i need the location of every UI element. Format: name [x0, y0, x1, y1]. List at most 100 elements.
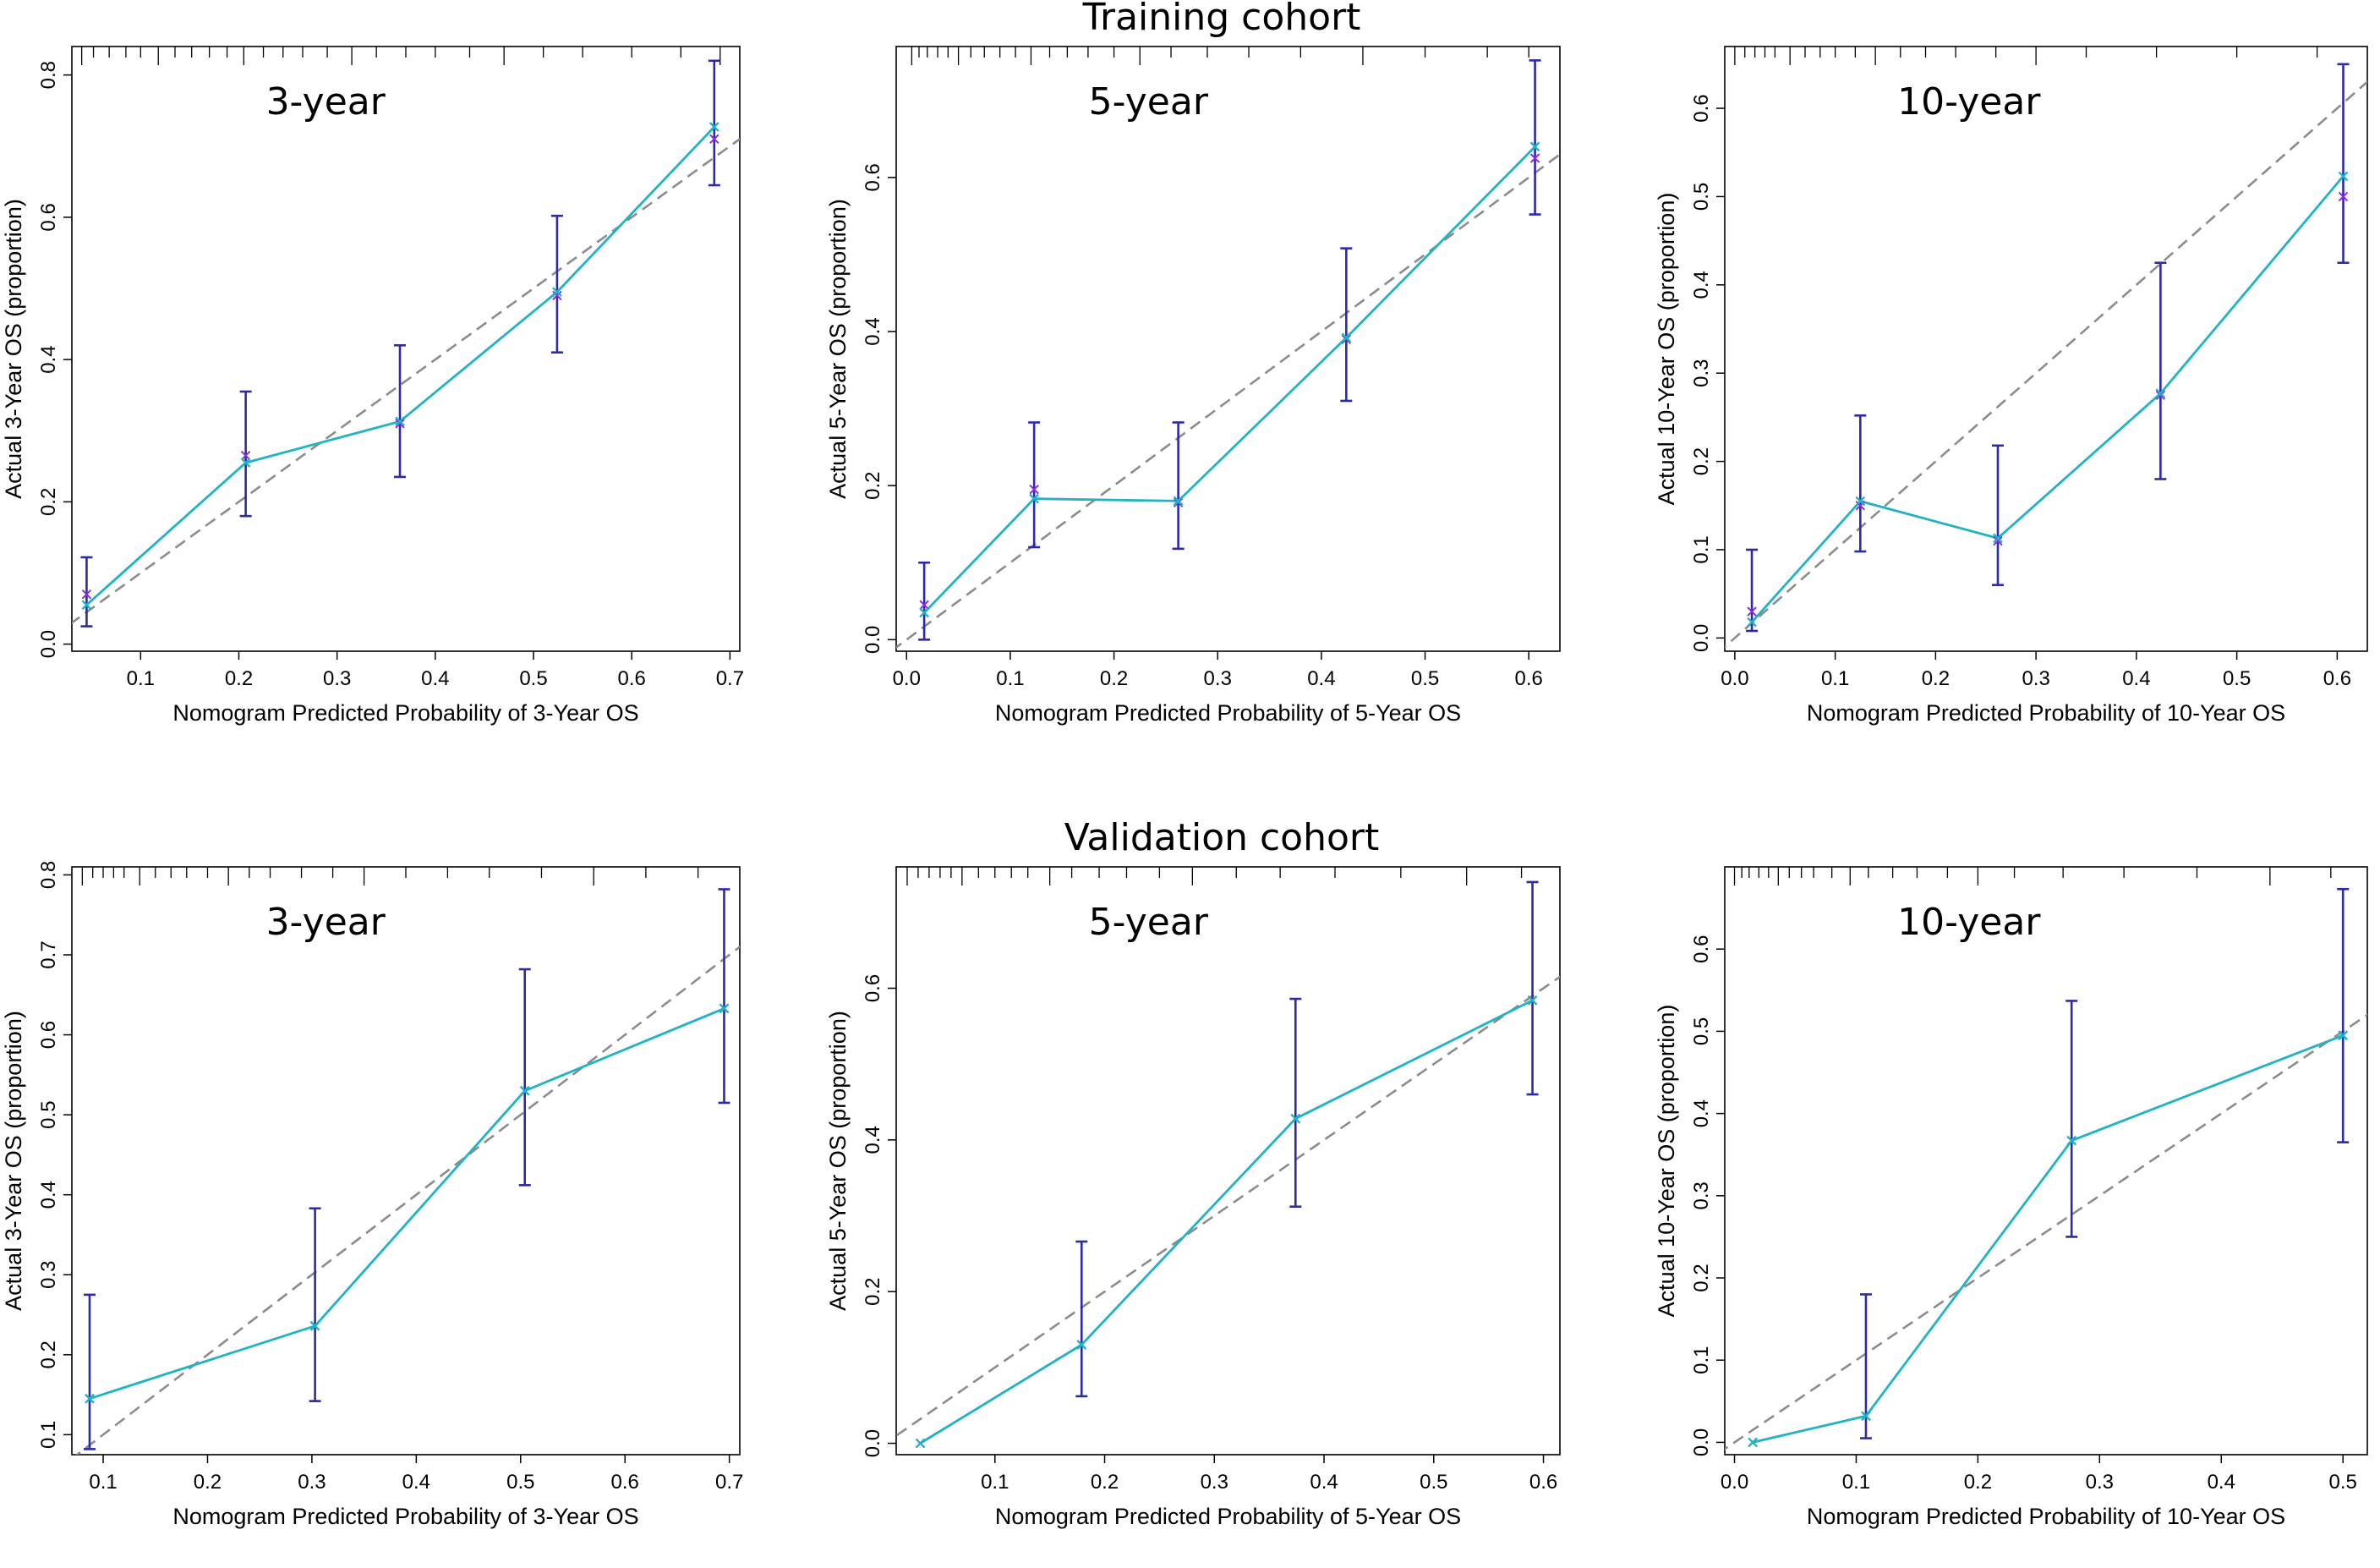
- calibration-line: [1752, 1033, 2344, 1444]
- plot-frame: [71, 866, 741, 1456]
- y-axis-label: Actual 5-Year OS (proportion): [825, 1011, 851, 1311]
- y-tick-label: 0.3: [1690, 1181, 1713, 1209]
- x-tick-label: 0.6: [611, 1471, 639, 1494]
- apparent-marker: [1993, 535, 2003, 546]
- x-tick-label: 0.4: [1310, 1471, 1338, 1494]
- x-tick-label: 0.3: [1201, 1471, 1228, 1494]
- x-tick-label: 0.2: [1964, 1471, 1992, 1494]
- validation-cohort-title: Validation cohort: [1064, 816, 1380, 859]
- x-axis-label: Nomogram Predicted Probability of 3-Year…: [172, 1504, 638, 1529]
- x-tick-label: 0.3: [2086, 1471, 2114, 1494]
- data-point: [709, 122, 719, 132]
- calibration-panel: 0.1 0.2 0.3 0.4 0.5 0.6 0.7 0.0 0.2 0.4 0.6 0.8 Nomo…: [1, 46, 744, 726]
- data-point: [1993, 533, 2003, 544]
- data-point: [309, 1320, 320, 1331]
- y-tick-label: 0.2: [37, 1340, 60, 1368]
- apparent-marker: [81, 589, 92, 600]
- x-tick-label: 0.4: [1307, 667, 1335, 690]
- y-tick-label: 0.8: [37, 61, 60, 89]
- data-point: [2066, 1135, 2077, 1146]
- data-point: [915, 1438, 926, 1449]
- apparent-marker: [1341, 334, 1352, 344]
- ideal-calibration-line: [1725, 1013, 2367, 1450]
- data-point: [519, 1085, 530, 1096]
- ideal-calibration-line: [75, 945, 740, 1455]
- data-point: [2338, 1030, 2349, 1041]
- y-axis-label: Actual 10-Year OS (proportion): [1654, 1005, 1679, 1318]
- y-tick-label: 0.4: [37, 345, 60, 373]
- y-tick-label: 0.6: [862, 163, 884, 191]
- y-tick-label: 0.4: [1690, 1099, 1713, 1127]
- x-tick-label: 0.5: [519, 667, 547, 690]
- y-tick-label: 0.3: [37, 1261, 60, 1289]
- x-axis-label: Nomogram Predicted Probability of 10-Yea…: [1807, 700, 2285, 726]
- y-tick-label: 0.1: [37, 1421, 60, 1449]
- y-tick-label: 0.0: [37, 630, 60, 658]
- y-tick-label: 0.6: [37, 203, 60, 231]
- x-tick-label: 0.1: [981, 1471, 1009, 1494]
- x-tick-label: 0.1: [89, 1471, 117, 1494]
- apparent-marker: [1747, 606, 1757, 617]
- x-tick-label: 0.1: [1821, 667, 1849, 690]
- x-tick-label: 0.7: [716, 667, 744, 690]
- y-tick-label: 0.6: [862, 974, 884, 1002]
- y-tick-label: 0.7: [37, 940, 60, 968]
- apparent-marker: [552, 290, 562, 301]
- plot-frame: [71, 46, 741, 652]
- panel-title: 10-year: [1897, 901, 2041, 944]
- data-point: [81, 600, 92, 611]
- calibration-line: [89, 1007, 725, 1401]
- x-tick-label: 0.4: [2208, 1471, 2235, 1494]
- y-tick-label: 0.4: [862, 1126, 884, 1154]
- apparent-marker: [2338, 191, 2349, 202]
- x-tick-label: 0.5: [1420, 1471, 1447, 1494]
- x-tick-label: 0.2: [1922, 667, 1950, 690]
- ideal-calibration-line: [896, 152, 1560, 650]
- y-axis-label: Actual 5-Year OS (proportion): [825, 199, 851, 499]
- y-tick-label: 0.5: [37, 1100, 60, 1128]
- plot-frame: [895, 866, 1561, 1456]
- data-point: [1341, 332, 1352, 343]
- y-tick-label: 0.0: [862, 1429, 884, 1457]
- data-point: [2338, 171, 2349, 182]
- plot-frame: [1724, 866, 2368, 1456]
- x-axis-label: Nomogram Predicted Probability of 3-Year…: [172, 700, 638, 726]
- data-point: [919, 607, 929, 618]
- calibration-panel: 0.1 0.2 0.3 0.4 0.5 0.6 0.0 0.2 0.4 0.6 Nomogram P…: [825, 866, 1561, 1529]
- x-tick-label: 0.0: [893, 667, 921, 690]
- panel-title: 3-year: [266, 901, 386, 944]
- y-tick-label: 0.4: [37, 1181, 60, 1209]
- y-tick-label: 0.6: [1690, 935, 1713, 963]
- x-tick-label: 0.1: [996, 667, 1024, 690]
- data-point: [552, 287, 562, 298]
- panel-title: 5-year: [1089, 901, 1209, 944]
- x-tick-label: 0.0: [1721, 1471, 1748, 1494]
- x-axis-label: Nomogram Predicted Probability of 10-Yea…: [1807, 1504, 2285, 1529]
- x-tick-label: 0.4: [421, 667, 449, 690]
- apparent-marker: [2155, 390, 2166, 401]
- apparent-marker: [240, 450, 251, 461]
- x-tick-label: 0.1: [1842, 1471, 1870, 1494]
- y-tick-label: 0.6: [37, 1021, 60, 1049]
- data-point: [2155, 388, 2166, 399]
- calibration-line: [1751, 175, 2344, 623]
- x-tick-label: 0.5: [506, 1471, 534, 1494]
- x-tick-label: 0.6: [1515, 667, 1543, 690]
- y-tick-label: 0.3: [1690, 359, 1713, 387]
- y-tick-label: 0.0: [1690, 1428, 1713, 1456]
- calibration-panel: 0.0 0.1 0.2 0.3 0.4 0.5 0.6 0.0 0.1 0.2 0.3 0.4 0.5 0…: [1654, 46, 2368, 726]
- x-tick-label: 0.6: [618, 667, 646, 690]
- calibration-line: [923, 145, 1536, 614]
- y-tick-label: 0.0: [862, 626, 884, 654]
- plot-frame: [1724, 46, 2368, 652]
- data-point: [1290, 1113, 1301, 1124]
- apparent-marker: [1173, 497, 1184, 507]
- ideal-calibration-line: [1725, 80, 2367, 649]
- calibration-line: [919, 999, 1534, 1445]
- data-point: [1527, 995, 1538, 1006]
- data-point: [719, 1003, 730, 1014]
- y-tick-label: 0.0: [1690, 624, 1713, 652]
- data-point: [85, 1393, 95, 1404]
